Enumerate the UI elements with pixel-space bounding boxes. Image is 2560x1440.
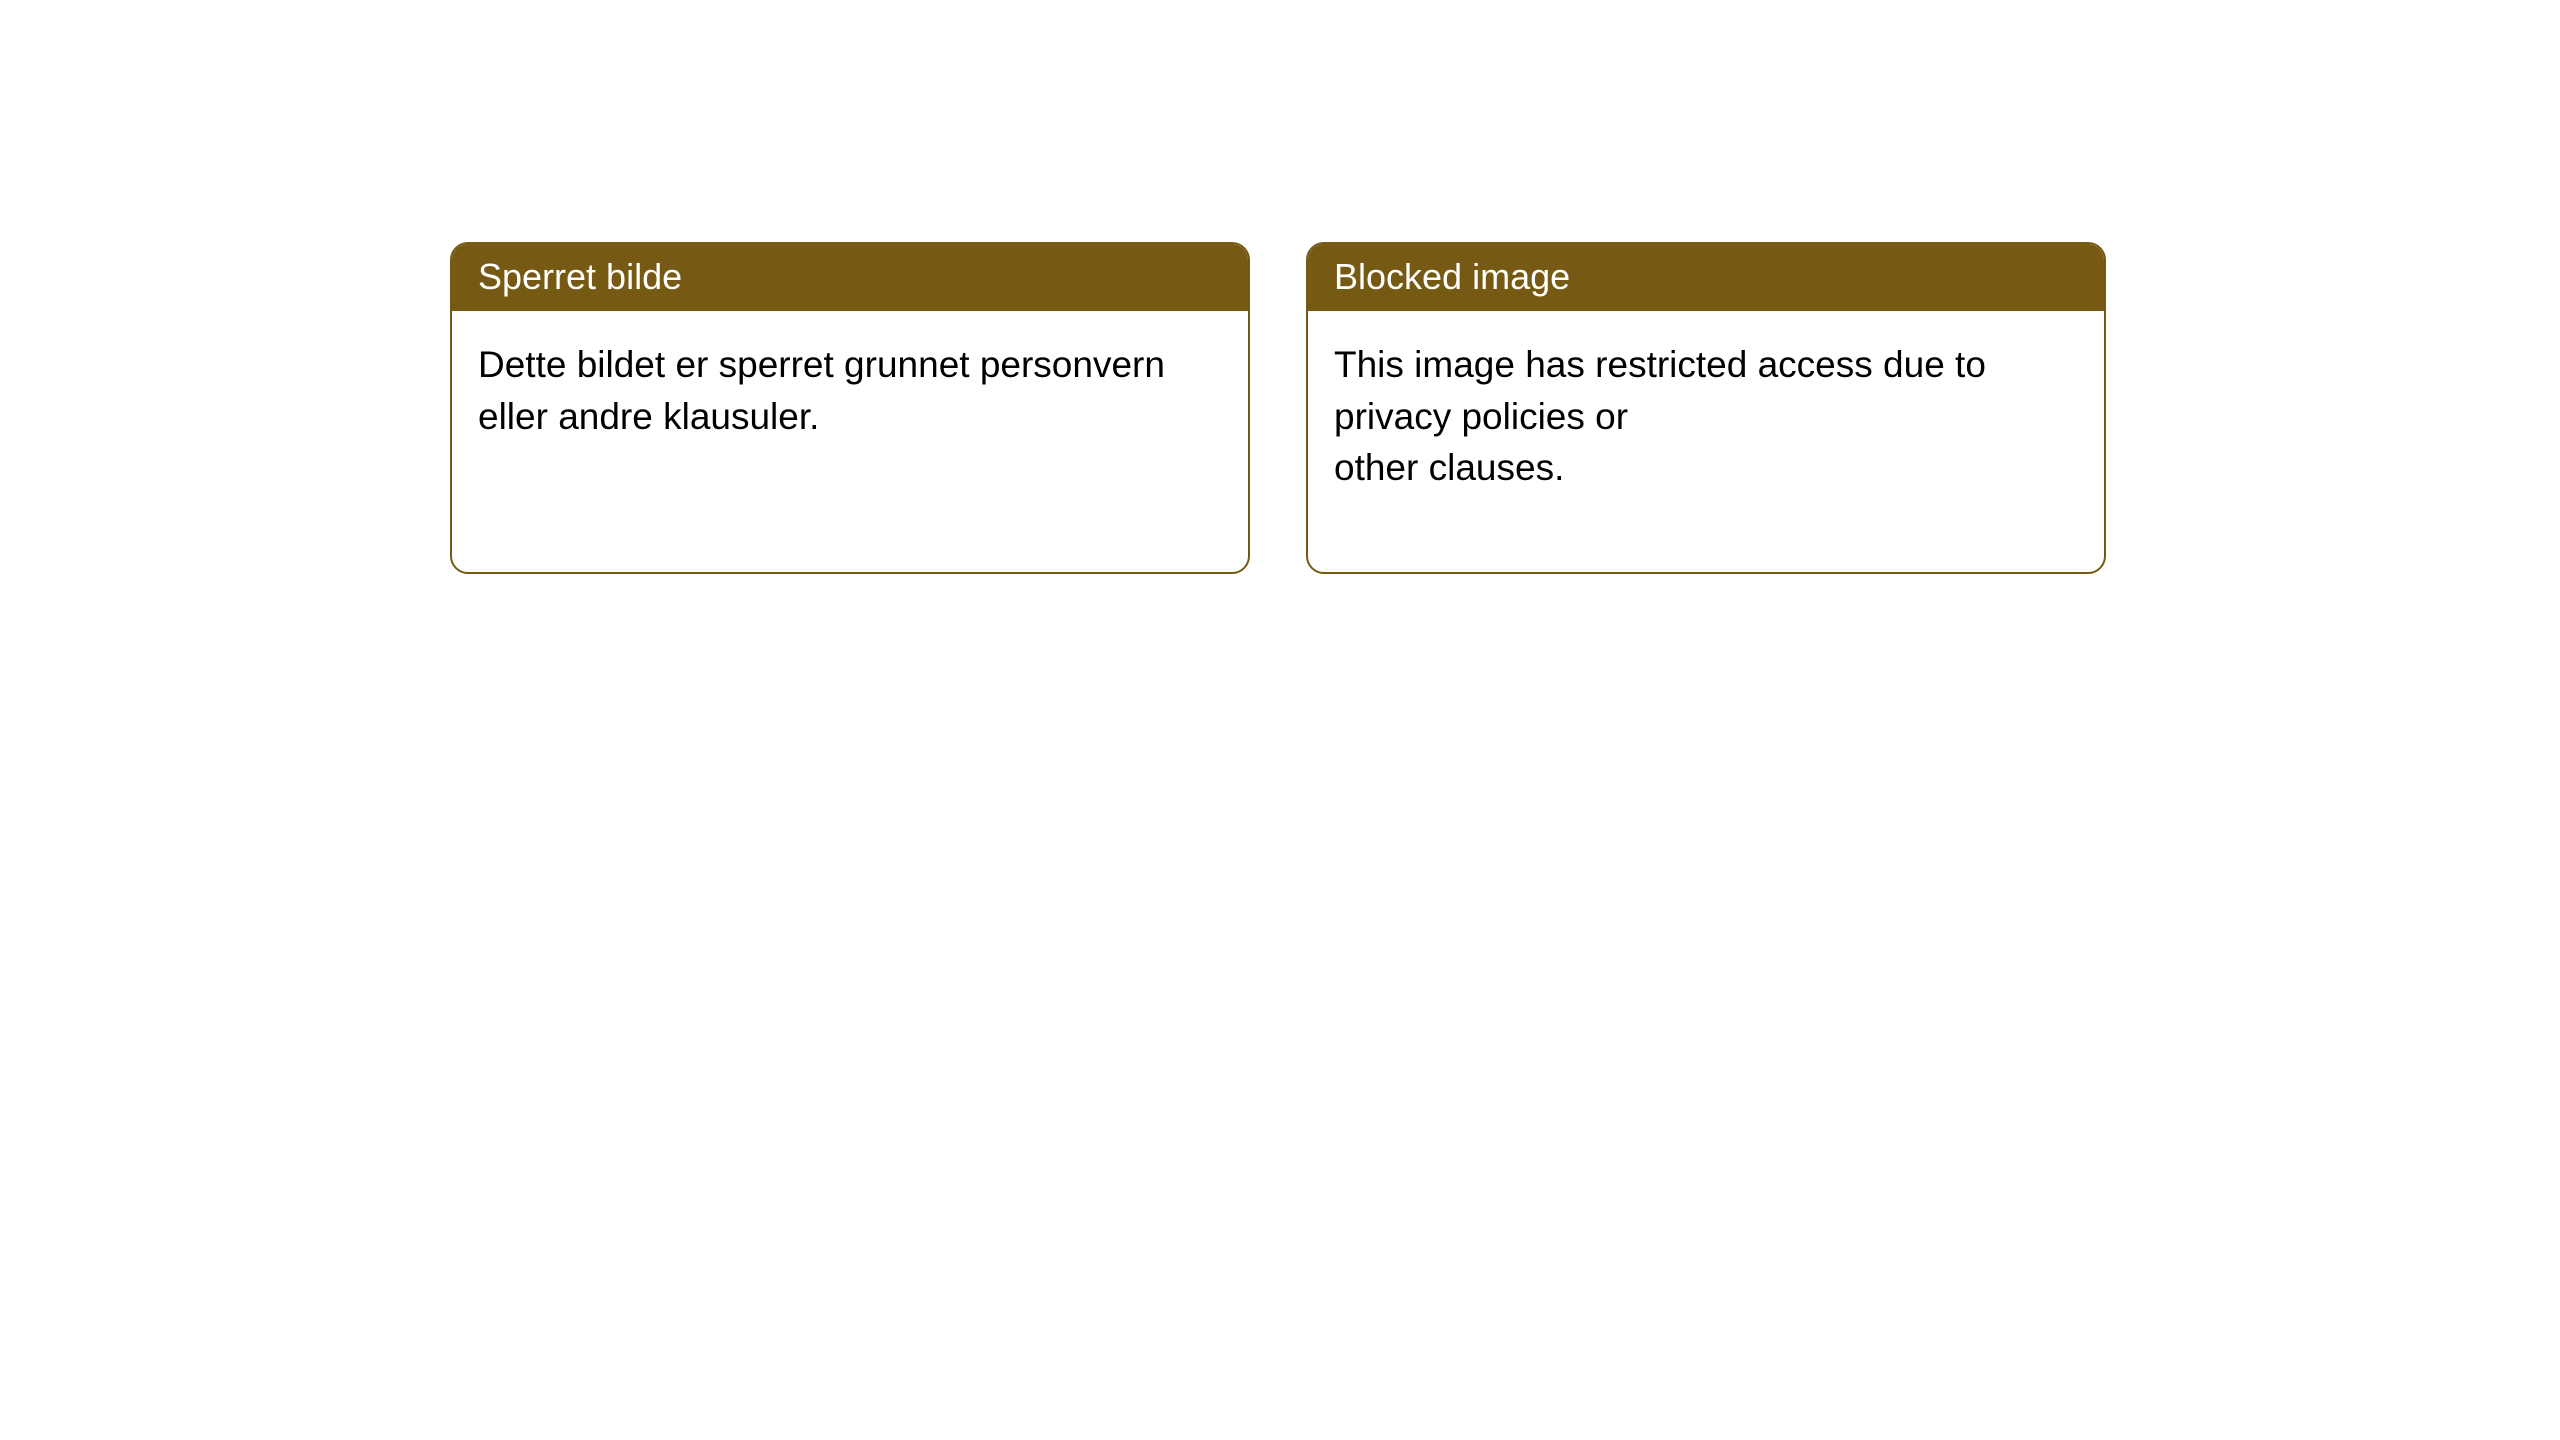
notice-body: This image has restricted access due to … <box>1308 311 2104 522</box>
notice-card-english: Blocked image This image has restricted … <box>1306 242 2106 574</box>
notice-header: Sperret bilde <box>452 244 1248 311</box>
notice-container: Sperret bilde Dette bildet er sperret gr… <box>0 0 2560 574</box>
notice-header: Blocked image <box>1308 244 2104 311</box>
notice-body: Dette bildet er sperret grunnet personve… <box>452 311 1248 471</box>
notice-card-norwegian: Sperret bilde Dette bildet er sperret gr… <box>450 242 1250 574</box>
